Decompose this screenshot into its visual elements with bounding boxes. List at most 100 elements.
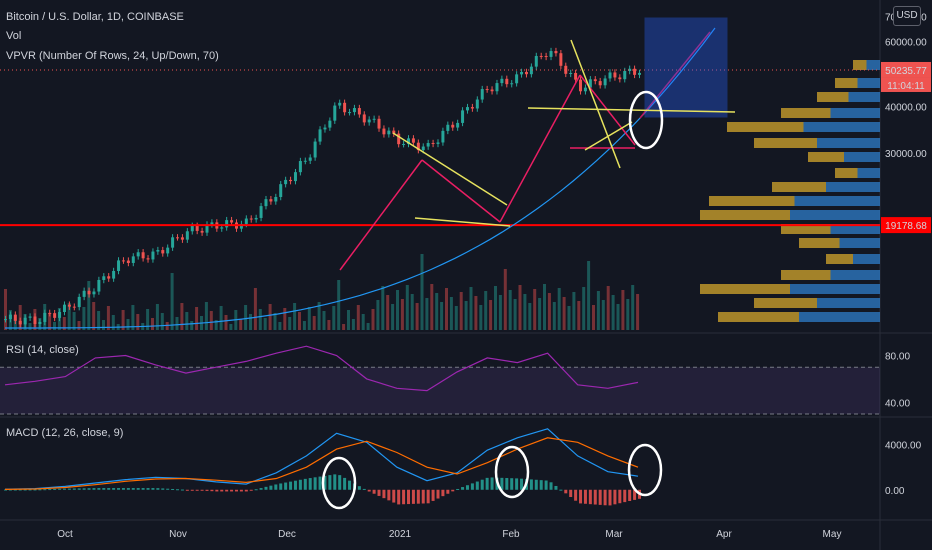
candle-body xyxy=(107,276,111,279)
candle-body xyxy=(490,89,494,92)
vpvr-row-down xyxy=(853,254,880,264)
macd-histogram-bar xyxy=(402,489,406,505)
candle-body xyxy=(510,83,514,85)
vpvr-row-down xyxy=(817,138,880,148)
volume-bar xyxy=(92,302,96,330)
candle-body xyxy=(244,218,248,224)
macd-histogram-bar xyxy=(318,476,322,490)
macd-histogram-bar xyxy=(382,489,386,499)
volume-bar xyxy=(13,319,17,330)
candle-body xyxy=(372,118,376,120)
volume-bar xyxy=(351,319,355,330)
macd-histogram-bar xyxy=(274,484,278,490)
macd-indicator-label[interactable]: MACD (12, 26, close, 9) xyxy=(6,427,124,439)
vpvr-row-down xyxy=(790,210,880,220)
volume-bar xyxy=(293,303,297,330)
currency-button[interactable]: USD xyxy=(893,6,921,26)
volume-profile xyxy=(700,60,880,322)
volume-bar xyxy=(616,304,620,330)
macd-highlight-circle xyxy=(627,443,663,497)
vpvr-row-up xyxy=(781,108,831,118)
time-axis-label: Dec xyxy=(278,529,296,540)
candle-body xyxy=(598,81,602,86)
volume-bar xyxy=(342,324,346,330)
volume-bar xyxy=(523,294,527,330)
volume-bar xyxy=(454,306,458,330)
volume-bar xyxy=(376,300,380,330)
candle-body xyxy=(593,79,597,82)
vpvr-row-up xyxy=(772,182,826,192)
rsi-pane[interactable] xyxy=(0,345,880,415)
macd-histogram-bar xyxy=(367,489,371,492)
volume-bar xyxy=(469,287,473,330)
volume-bar xyxy=(160,313,164,330)
volume-bar xyxy=(253,288,257,330)
volume-bar xyxy=(273,313,277,330)
candle-body xyxy=(200,230,204,233)
volume-bar xyxy=(18,305,22,330)
macd-histogram-bar xyxy=(151,488,155,490)
symbol-title[interactable]: Bitcoin / U.S. Dollar, 1D, COINBASE xyxy=(6,11,184,23)
volume-bar xyxy=(366,323,370,330)
macd-histogram-bar xyxy=(38,489,42,491)
candle-body xyxy=(377,118,381,129)
volume-bar xyxy=(405,285,409,330)
macd-histogram-bar xyxy=(215,489,219,492)
volume-bar xyxy=(268,304,272,330)
drawings[interactable] xyxy=(0,17,880,329)
volume-bar xyxy=(356,305,360,330)
vpvr-row-down xyxy=(794,196,880,206)
rsi-indicator-label[interactable]: RSI (14, close) xyxy=(6,344,79,356)
macd-histogram-bar xyxy=(441,489,445,497)
countdown-tag xyxy=(881,77,931,92)
macd-histogram-bar xyxy=(308,478,312,490)
pattern-line xyxy=(499,74,581,223)
vpvr-row-down xyxy=(830,224,880,234)
candle-body xyxy=(13,314,17,321)
volume-bar xyxy=(494,286,497,330)
candle-body xyxy=(397,133,401,145)
candle-body xyxy=(72,306,76,308)
candle-body xyxy=(431,143,435,145)
candle-body xyxy=(4,319,7,321)
candles xyxy=(4,47,641,328)
vpvr-row-down xyxy=(844,152,880,162)
macd-histogram-bar xyxy=(254,489,258,491)
macd-histogram-bar xyxy=(377,489,381,496)
pattern-line xyxy=(570,39,621,169)
macd-histogram-bar xyxy=(48,489,52,491)
candle-body xyxy=(544,56,548,58)
vpvr-row-down xyxy=(830,270,880,280)
macd-histogram-bar xyxy=(520,478,524,490)
candle-body xyxy=(92,291,96,295)
vpvr-row-up xyxy=(781,224,831,234)
volume-bar xyxy=(337,280,341,330)
vpvr-indicator-label[interactable]: VPVR (Number Of Rows, 24, Up/Down, 70) xyxy=(6,50,219,62)
candle-body xyxy=(126,260,130,263)
volume-bar xyxy=(440,302,444,330)
volume-bar xyxy=(121,310,125,330)
signal-line xyxy=(4,437,639,490)
macd-histogram-bar xyxy=(146,488,150,490)
volume-bar xyxy=(136,314,140,330)
volume-bar xyxy=(587,261,591,330)
vol-indicator-label[interactable]: Vol xyxy=(6,30,22,42)
volume-bar xyxy=(347,310,350,330)
macd-histogram-bar xyxy=(362,488,366,490)
candle-body xyxy=(131,256,135,263)
volume-bar xyxy=(538,298,542,330)
volume-bar xyxy=(190,321,194,330)
candle-body xyxy=(470,107,474,109)
volume-bar xyxy=(430,284,434,330)
vpvr-row-down xyxy=(790,284,880,294)
volume-bar xyxy=(503,269,507,330)
parabolic-curve xyxy=(5,27,716,329)
macd-histogram-bar xyxy=(500,477,504,490)
macd-histogram-bar xyxy=(92,488,96,490)
vpvr-row-up xyxy=(853,60,867,70)
macd-pane[interactable] xyxy=(4,428,663,510)
macd-histogram-bar xyxy=(117,488,121,490)
macd-histogram-bar xyxy=(328,475,332,490)
vpvr-row-down xyxy=(848,92,880,102)
